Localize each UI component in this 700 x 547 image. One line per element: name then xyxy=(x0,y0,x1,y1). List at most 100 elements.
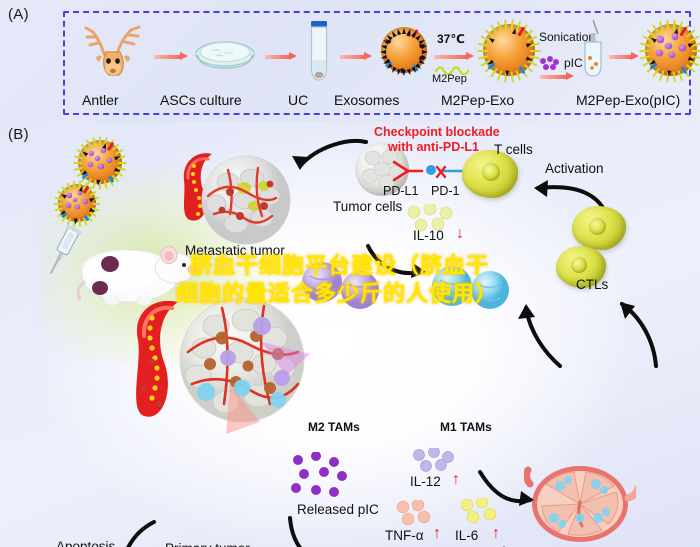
exosome-surface-protein xyxy=(73,218,78,225)
encapsulated-pic-dot xyxy=(83,199,88,204)
m2pep-label: M2Pep xyxy=(432,73,467,85)
encapsulated-pic-dot xyxy=(657,36,664,43)
arrow-to-ctls-right xyxy=(604,290,670,370)
step-label-exosomes: Exosomes xyxy=(334,92,400,108)
pic-cluster-icon xyxy=(539,56,561,72)
released-pic-dots xyxy=(290,451,354,500)
il-10-label: IL-10 xyxy=(413,228,444,243)
primary-tumor xyxy=(130,292,330,442)
released-pic-label: Released pIC xyxy=(297,502,379,517)
exosome-lipid-spike xyxy=(53,203,62,205)
arrow-asc-to-uc xyxy=(265,52,297,61)
encapsulated-pic-dot xyxy=(77,190,83,196)
pic-label: pIC xyxy=(564,56,583,70)
mouse-model xyxy=(72,238,200,308)
encapsulated-pic-dot xyxy=(66,203,71,208)
tnfa-cytokine-dots xyxy=(394,498,438,528)
step-label-m2pep-exo: M2Pep-Exo xyxy=(441,92,515,108)
arrow-apoptosis xyxy=(112,518,160,547)
tnf-alpha-arrow: ↑ xyxy=(433,525,441,542)
ctl-cell-1 xyxy=(572,206,626,250)
exosome-membrane-protein xyxy=(402,28,406,35)
temperature-label: 37℃ xyxy=(437,32,465,46)
t-cell-primary xyxy=(462,150,518,198)
ctl-cell-2 xyxy=(556,246,606,288)
exosome-membrane-protein xyxy=(380,50,387,54)
activation-label: Activation xyxy=(545,161,604,176)
lymph-node xyxy=(522,462,642,546)
apoptosis-label: Apoptosis xyxy=(56,539,116,547)
il12-cytokine-dots xyxy=(410,446,456,474)
step-label-m2pep-exo-pic: M2Pep-Exo(pIC) xyxy=(576,92,681,108)
sonicator-tube-icon xyxy=(580,19,606,78)
exosome-membrane-protein xyxy=(402,69,406,76)
culture-dish-icon xyxy=(194,38,256,72)
arrow-sonication xyxy=(540,72,574,81)
primary-tumor-label: Primary tumor xyxy=(165,542,250,547)
step-label-uc: UC xyxy=(288,92,309,108)
encapsulated-pic-dot xyxy=(95,155,101,162)
exosome-surface-protein xyxy=(666,70,672,77)
step-label-asc-culture: ASCs culture xyxy=(160,92,242,108)
arrow-exosomes-to-m2pepexo xyxy=(434,52,474,61)
arrow-antler-to-asc xyxy=(154,52,188,61)
il-10-arrow: ↓ xyxy=(456,225,464,242)
tumor-cells-label: Tumor cells xyxy=(333,199,403,214)
m2pep-peptide-icon xyxy=(434,62,476,76)
m1-tam-cells xyxy=(430,262,514,320)
exosome-lipid-spike xyxy=(691,50,700,52)
tumor-cells-cluster-detail xyxy=(355,142,409,196)
watermark-line-1: 脐血干细胞平台建设（脐血干 xyxy=(190,254,490,279)
tnf-alpha-label: TNF-α xyxy=(385,528,424,543)
encapsulated-pic-dot xyxy=(665,42,672,49)
checkpoint-blockade-label: Checkpoint blockade xyxy=(374,125,500,139)
exosome-lipid-spike xyxy=(117,162,127,164)
injected-exosome-2 xyxy=(53,180,101,228)
encapsulated-pic-dot xyxy=(72,197,78,203)
panel-a-letter: (A) xyxy=(8,6,29,23)
ctls-label: CTLs xyxy=(576,277,609,292)
il-6-arrow: ↑ xyxy=(492,525,500,542)
watermark-line-2: 细胞的量适合多少斤的人使用） xyxy=(176,282,499,307)
encapsulated-pic-dot xyxy=(98,163,104,170)
arrow-to-lymph-nodes xyxy=(478,468,540,514)
exosome-lipid-spike xyxy=(73,162,83,164)
m2-tam-cells xyxy=(300,260,384,320)
metastatic-tumor xyxy=(178,144,300,252)
arrow-uc-to-exosomes xyxy=(340,52,372,61)
t-cells-label: T cells xyxy=(494,142,533,157)
step-label-antler: Antler xyxy=(82,92,119,108)
encapsulated-pic-dot xyxy=(100,147,107,154)
il-12-arrow: ↑ xyxy=(452,471,460,488)
anti-pdl1-label: with anti-PD-L1 xyxy=(388,140,479,154)
m2-tams-label: M2 TAMs xyxy=(308,420,360,434)
exosome-particle xyxy=(380,27,428,76)
exosome-lipid-spike xyxy=(529,50,541,52)
il-6-label: IL-6 xyxy=(455,528,479,543)
arrow-maturedc-to-cytokines xyxy=(460,538,518,547)
arrow-to-m2pepexopic xyxy=(609,52,639,61)
exosome-surface-protein xyxy=(504,70,510,77)
il-12-label: IL-12 xyxy=(410,474,441,489)
pdl1-pd1-interaction xyxy=(392,158,498,184)
syringe-icon xyxy=(34,219,96,286)
centrifuge-tube-icon xyxy=(307,20,331,82)
metastatic-tumor-label: Metastatic tumor xyxy=(185,243,285,258)
encapsulated-pic-dot xyxy=(87,162,93,168)
exosome-lipid-spike xyxy=(99,136,101,146)
m2pep-exosome-pic-particle xyxy=(639,19,700,83)
encapsulated-pic-dot xyxy=(679,44,686,52)
panel-b-letter: (B) xyxy=(8,126,29,143)
encapsulated-pic-dot xyxy=(88,150,94,156)
encapsulated-pic-dot xyxy=(656,50,663,57)
il6-cytokine-dots xyxy=(458,495,502,526)
m1-tams-label: M1 TAMs xyxy=(440,420,492,434)
antler-deer-icon xyxy=(78,18,150,80)
pd-l1-label: PD-L1 xyxy=(383,184,419,198)
panel-b: (B) xyxy=(0,122,700,547)
encapsulated-pic-dot xyxy=(672,33,679,40)
exosome-lipid-spike xyxy=(92,203,101,205)
injected-exosome-1 xyxy=(73,136,127,190)
exosome-membrane-protein xyxy=(421,50,428,54)
